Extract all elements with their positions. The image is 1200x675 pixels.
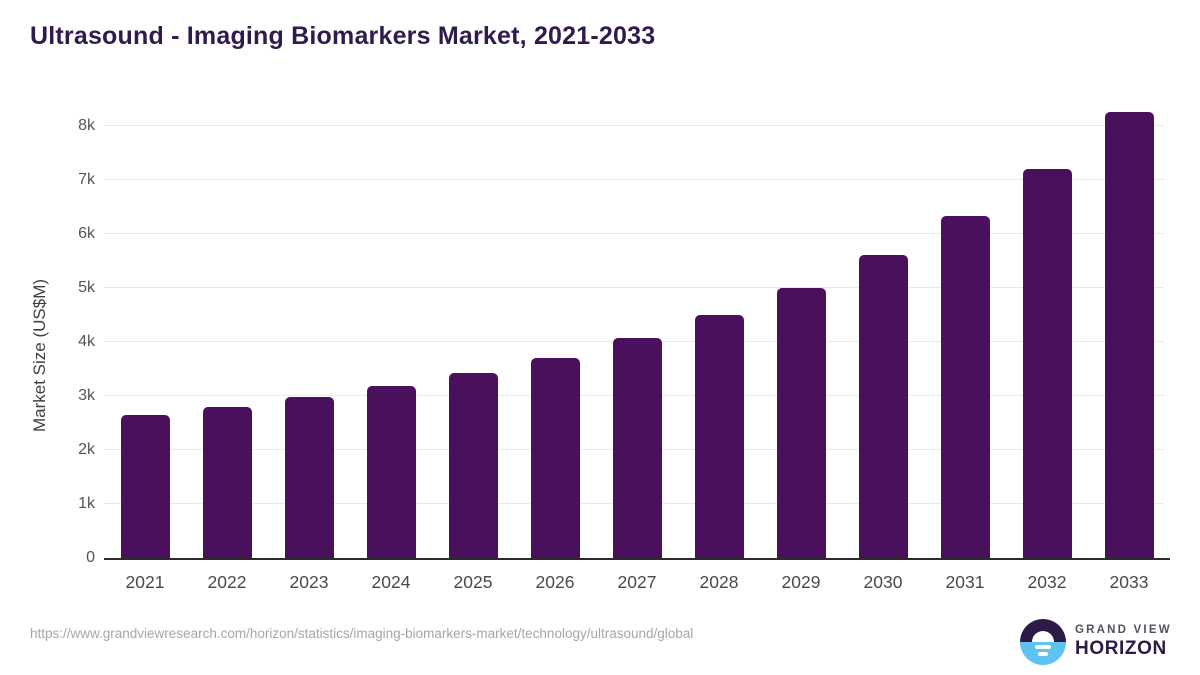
chart-title: Ultrasound - Imaging Biomarkers Market, …	[30, 22, 656, 50]
x-axis-tick-label: 2025	[453, 572, 493, 592]
brand-text: GRAND VIEW HORIZON	[1075, 624, 1172, 660]
y-axis-tick-label: 6k	[78, 225, 95, 242]
y-axis-tick-label: 4k	[78, 333, 95, 350]
source-url: https://www.grandviewresearch.com/horizo…	[30, 626, 694, 641]
x-axis-tick-label: 2024	[371, 572, 411, 592]
x-axis-tick-label: 2023	[289, 572, 329, 592]
plot-area: 0 1k 2k 3k 4k 5k 6k 7k 8k 2021 2022 2023 2024 2025 202…	[78, 99, 1170, 592]
bar-2021	[120, 414, 170, 558]
x-axis-tick-label: 2029	[781, 572, 821, 592]
x-axis-tick-label: 2022	[207, 572, 247, 592]
bar-2023	[284, 397, 334, 558]
bar-2022	[202, 407, 252, 558]
gridline	[104, 287, 1164, 288]
x-axis-tick-label: 2033	[1109, 572, 1149, 592]
brand-logo: GRAND VIEW HORIZON	[1020, 619, 1172, 665]
x-axis-tick-label: 2027	[617, 572, 657, 592]
y-axis-tick-label: 5k	[78, 279, 95, 296]
x-axis-tick-label: 2030	[863, 572, 903, 592]
bar-2032	[1022, 169, 1072, 558]
gridline	[104, 179, 1164, 180]
gridline	[104, 233, 1164, 234]
bar-2024	[366, 386, 416, 558]
sunrise-icon	[1032, 631, 1054, 642]
bar-2026	[530, 357, 580, 558]
x-axis-tick-label: 2021	[125, 572, 165, 592]
x-axis-tick-label: 2032	[1027, 572, 1067, 592]
bar-2027	[612, 338, 662, 558]
y-axis-tick-label: 7k	[78, 171, 95, 188]
bar-2025	[448, 373, 498, 558]
y-axis-tick-label: 2k	[78, 441, 95, 458]
bar-2033	[1104, 111, 1154, 558]
brand-name-top: GRAND VIEW	[1075, 624, 1172, 636]
x-axis-tick-label: 2026	[535, 572, 575, 592]
y-axis-tick-label: 1k	[78, 495, 95, 512]
gridline	[104, 125, 1164, 126]
x-axis-tick-label: 2028	[699, 572, 739, 592]
x-axis-tick-label: 2031	[945, 572, 985, 592]
bar-2029	[776, 288, 826, 558]
y-axis-tick-label: 0	[86, 549, 95, 566]
bar-2028	[694, 315, 744, 558]
y-axis-tick-label: 3k	[78, 387, 95, 404]
grand-view-horizon-logo-icon	[1020, 619, 1066, 665]
y-axis-tick-label: 8k	[78, 117, 95, 134]
sun-reflection-line-icon	[1035, 645, 1051, 649]
bar-2031	[940, 216, 990, 558]
sun-reflection-line-icon	[1038, 652, 1048, 656]
y-axis-title: Market Size (US$M)	[30, 278, 49, 432]
brand-name-bottom: HORIZON	[1075, 638, 1167, 659]
bar-2030	[858, 255, 908, 558]
